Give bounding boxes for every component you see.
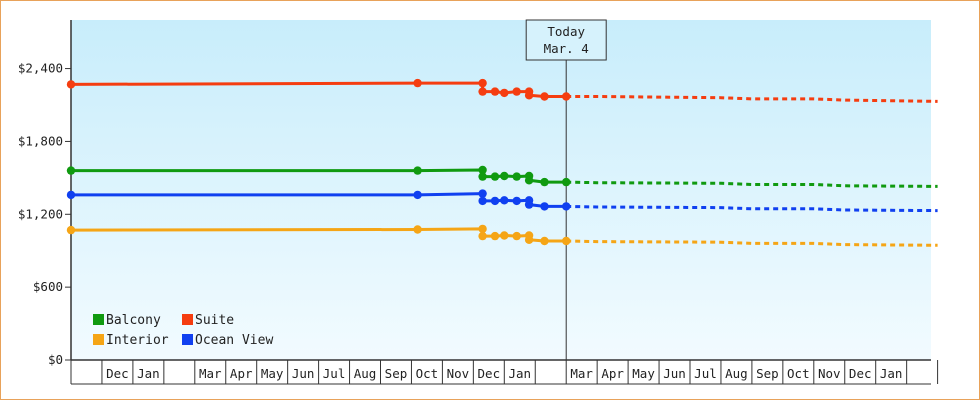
data-point-ocean-view — [478, 189, 487, 198]
data-point-ocean-view — [490, 196, 500, 206]
y-axis: $0 $600 $1,200 $1,800 $2,400 — [18, 20, 72, 367]
month-label: Jul — [694, 366, 717, 381]
data-point-balcony — [478, 165, 487, 175]
month-label: Jul — [323, 366, 346, 381]
data-point-ocean-view — [413, 190, 422, 200]
data-point-suite — [478, 78, 487, 88]
legend-label-balcony: Balcony — [106, 313, 161, 328]
data-point-interior — [500, 231, 509, 240]
month-label: Dec — [478, 366, 501, 381]
data-point-balcony — [478, 172, 487, 181]
data-point-balcony — [66, 166, 76, 175]
month-label: Mar — [199, 366, 222, 381]
series-layer — [66, 78, 938, 247]
series-forecast-ocean-view — [566, 204, 938, 213]
month-label: Jan — [880, 366, 903, 381]
data-point-balcony — [562, 177, 571, 187]
month-label: Dec — [106, 366, 129, 381]
data-point-interior — [562, 236, 571, 246]
y-tick-label: $2,400 — [18, 61, 63, 76]
data-point-suite — [524, 91, 534, 100]
y-tick-label: $0 — [48, 352, 63, 367]
data-point-ocean-view — [562, 202, 571, 211]
series-ocean-view — [66, 189, 938, 213]
month-label: Oct — [787, 366, 810, 381]
today-date: Mar. 4 — [544, 41, 589, 56]
month-label: Dec — [849, 366, 872, 381]
month-label: Apr — [230, 366, 253, 381]
data-point-suite — [490, 87, 500, 96]
data-point-suite — [478, 87, 487, 96]
data-point-balcony — [524, 176, 534, 185]
month-label: May — [632, 366, 655, 381]
month-label: Nov — [447, 366, 470, 381]
data-point-balcony — [540, 177, 549, 187]
data-point-ocean-view — [478, 196, 487, 206]
data-point-ocean-view — [500, 196, 509, 205]
legend-swatch-suite — [182, 314, 193, 325]
month-label: Jun — [292, 366, 315, 381]
data-point-balcony — [413, 166, 422, 175]
today-label: Today — [547, 24, 585, 39]
today-box — [525, 19, 607, 61]
series-forecast-balcony — [566, 180, 938, 188]
data-point-interior — [413, 225, 422, 234]
legend-label-suite: Suite — [195, 313, 234, 328]
month-label: Oct — [416, 366, 439, 381]
month-label: Jan — [508, 366, 531, 381]
x-axis: Dec Jan Mar Apr May Jun Jul Aug Sep Oct Nov Dec Jan M… — [70, 359, 939, 385]
y-tick-label: $1,200 — [18, 206, 63, 221]
month-label: Jan — [137, 366, 160, 381]
month-label: Nov — [818, 366, 841, 381]
month-label: Apr — [601, 366, 624, 381]
data-point-ocean-view — [66, 190, 76, 200]
series-balcony — [66, 165, 938, 188]
month-label: Aug — [354, 366, 377, 381]
data-point-interior — [524, 235, 534, 244]
legend: Balcony Suite Interior Ocean View — [93, 313, 273, 348]
data-point-interior — [512, 231, 521, 241]
data-point-ocean-view — [512, 196, 521, 206]
data-point-balcony — [500, 171, 509, 181]
data-point-balcony — [512, 172, 521, 181]
series-forecast-interior — [566, 239, 938, 247]
data-point-interior — [478, 231, 487, 241]
data-point-interior — [540, 236, 549, 246]
data-point-interior — [478, 224, 487, 234]
month-label: Jun — [663, 366, 686, 381]
month-label: Aug — [725, 366, 748, 381]
today-marker: Today Mar. 4 — [525, 19, 607, 360]
series-interior — [66, 224, 938, 247]
plot-area — [71, 20, 931, 360]
data-point-suite — [413, 78, 422, 88]
data-point-balcony — [490, 172, 500, 181]
data-point-suite — [562, 92, 571, 101]
data-point-interior — [490, 231, 500, 241]
data-point-suite — [500, 88, 509, 98]
data-point-ocean-view — [540, 202, 549, 211]
series-forecast-suite — [566, 95, 938, 103]
month-label: May — [261, 366, 284, 381]
data-point-suite — [540, 92, 549, 101]
legend-label-ocean-view: Ocean View — [195, 333, 273, 348]
y-tick-label: $1,800 — [18, 133, 63, 148]
data-point-ocean-view — [524, 200, 534, 209]
series-suite — [66, 78, 938, 103]
data-point-interior — [66, 225, 76, 235]
month-label: Sep — [756, 366, 779, 381]
data-point-suite — [66, 80, 76, 89]
month-label: Sep — [385, 366, 408, 381]
data-point-suite — [512, 87, 521, 96]
legend-swatch-interior — [93, 334, 104, 345]
legend-swatch-balcony — [93, 314, 104, 325]
legend-label-interior: Interior — [106, 333, 169, 348]
month-label: Mar — [570, 366, 593, 381]
legend-swatch-ocean-view — [182, 334, 193, 345]
y-tick-label: $600 — [33, 279, 63, 294]
